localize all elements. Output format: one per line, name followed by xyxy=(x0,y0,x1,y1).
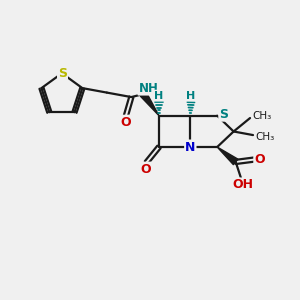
Text: NH: NH xyxy=(138,82,158,94)
Polygon shape xyxy=(217,147,238,165)
Text: O: O xyxy=(140,163,151,176)
Text: CH₃: CH₃ xyxy=(255,132,275,142)
Text: N: N xyxy=(185,140,196,154)
Text: CH₃: CH₃ xyxy=(252,111,272,121)
Text: S: S xyxy=(58,67,67,80)
Text: H: H xyxy=(186,91,196,101)
Text: H: H xyxy=(154,91,164,101)
Text: OH: OH xyxy=(232,178,253,191)
Text: S: S xyxy=(219,108,228,121)
Polygon shape xyxy=(140,92,159,116)
Text: O: O xyxy=(254,153,265,166)
Text: O: O xyxy=(121,116,131,129)
